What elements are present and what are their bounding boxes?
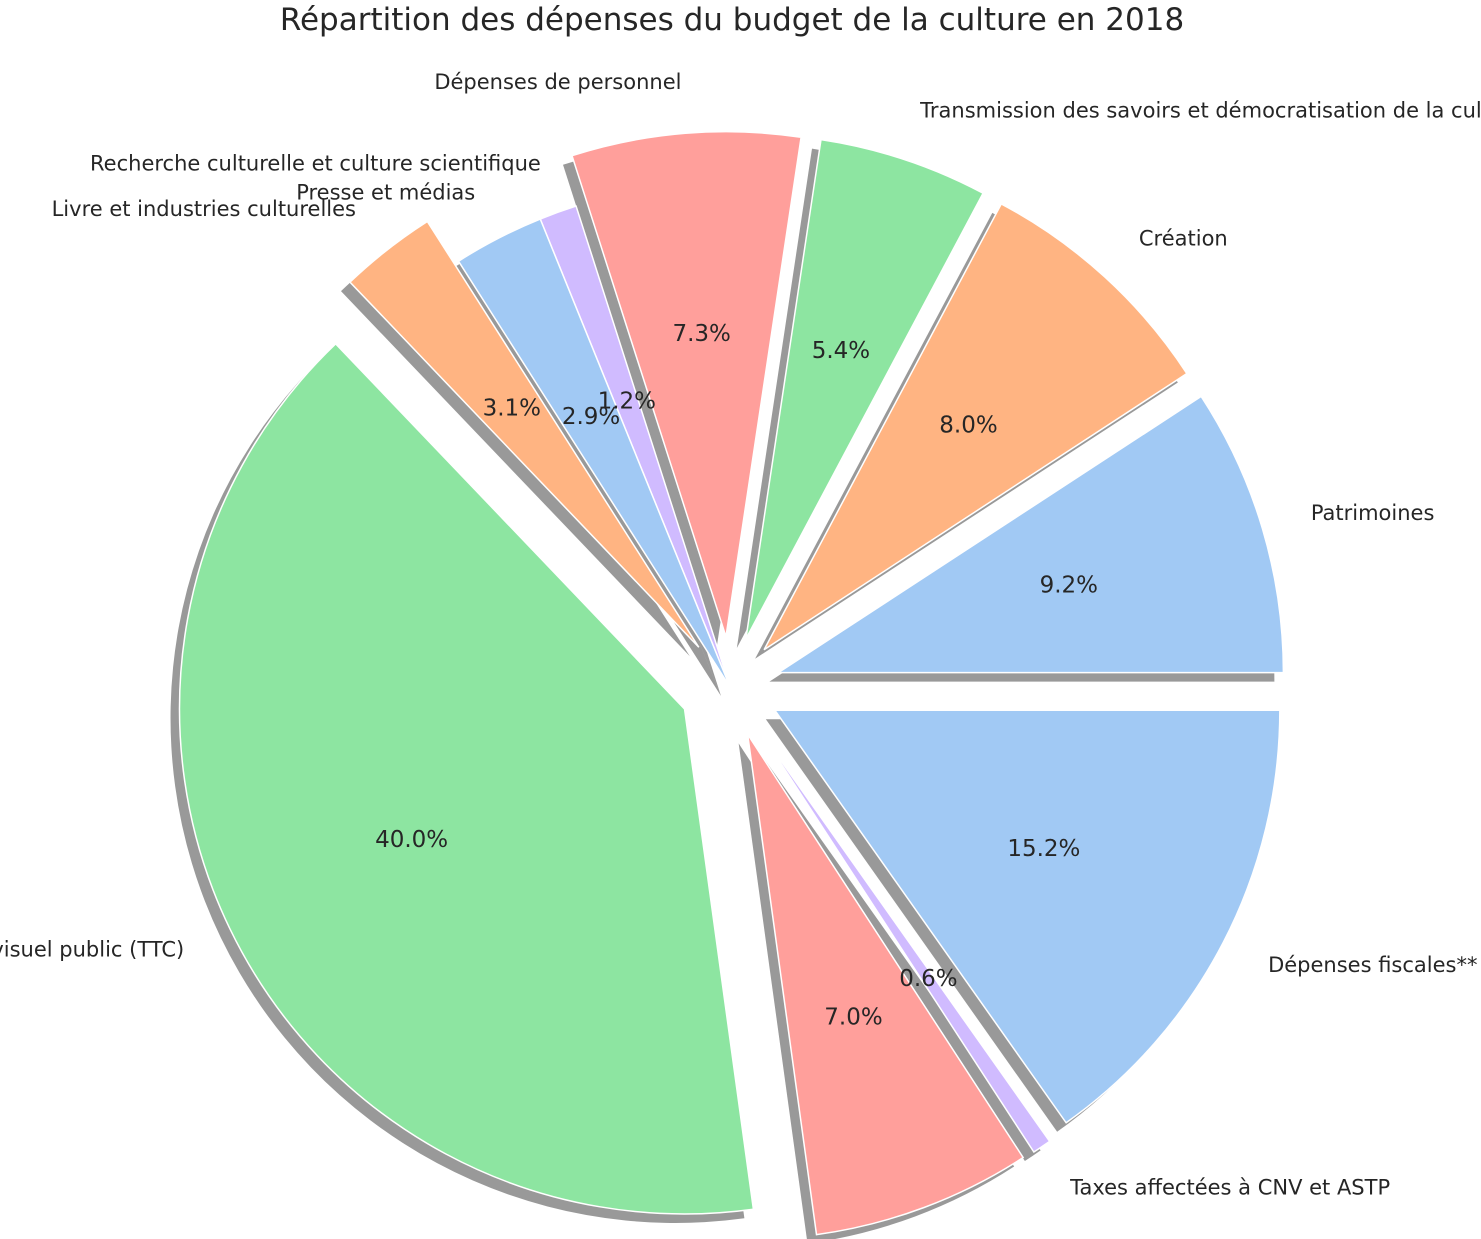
pct-label-depenses-de-personnel: 7.3% bbox=[672, 321, 730, 347]
chart-title: Répartition des dépenses du budget de la… bbox=[280, 2, 1184, 38]
slice-transmission-des-savoirs-et-democratisation-de-la-culture bbox=[745, 138, 985, 640]
pct-label-audiovisuel-public-ttc: 40.0% bbox=[375, 827, 448, 853]
slice-depenses-de-personnel bbox=[571, 130, 802, 637]
category-labels: Patrimoines Création Transmission des savo… bbox=[0, 70, 1481, 1200]
pct-label-taxes-affectees-au-cnc: 7.0% bbox=[824, 1005, 882, 1031]
slice-livre-et-industries-culturelles bbox=[348, 220, 700, 648]
label-audiovisuel-public-ttc: Audiovisuel public (TTC) bbox=[0, 937, 184, 961]
percent-labels: 9.2% 8.0% 5.4% 7.3% 1.2%2.9% 3.1% 40.0% 7.0% 0.6… bbox=[375, 321, 1098, 1031]
slice-taxes-affectees-au-cnc bbox=[746, 733, 1025, 1236]
pct-label-presse-et-medias: 2.9% bbox=[562, 404, 620, 430]
label-depenses-fiscales: Dépenses fiscales** bbox=[1268, 953, 1477, 977]
pct-label-taxes-affectees-a-cnv-et-astp: 0.6% bbox=[899, 966, 957, 992]
slice-depenses-fiscales bbox=[773, 709, 1281, 1124]
pct-label-creation: 8.0% bbox=[939, 413, 997, 439]
pct-label-livre-et-industries-culturelles: 3.1% bbox=[483, 395, 541, 421]
slice-shadow-taxes-affectees-a-cnv-et-astp bbox=[749, 737, 1041, 1162]
pct-label-depenses-fiscales: 15.2% bbox=[1007, 836, 1080, 862]
pct-label-patrimoines: 9.2% bbox=[1040, 573, 1098, 599]
slice-audiovisuel-public-ttc bbox=[178, 342, 755, 1215]
pct-label-recherche-culturelle-et-culture-scientifique: 1.2% bbox=[598, 389, 656, 415]
label-taxes-affectees-a-cnv-et-astp: Taxes affectées à CNV et ASTP bbox=[1069, 1176, 1390, 1200]
pie-slices bbox=[178, 130, 1285, 1236]
slice-taxes-affectees-a-cnv-et-astp bbox=[757, 728, 1051, 1154]
label-creation: Création bbox=[1139, 227, 1228, 251]
label-depenses-de-personnel: Dépenses de personnel bbox=[434, 70, 681, 94]
slice-creation bbox=[763, 202, 1188, 651]
label-recherche-culturelle-et-culture-scientifique: Recherche culturelle et culture scientif… bbox=[90, 152, 541, 176]
label-transmission-des-savoirs-et-democratisation-de-la-culture: Transmission des savoirs et démocratisat… bbox=[919, 99, 1481, 123]
slice-presse-et-medias bbox=[457, 218, 731, 688]
label-presse-et-medias: Presse et médias bbox=[296, 180, 475, 204]
label-livre-et-industries-culturelles: Livre et industries culturelles bbox=[52, 197, 356, 221]
label-patrimoines: Patrimoines bbox=[1311, 501, 1435, 525]
pct-label-transmission-des-savoirs-et-democratisation-de-la-culture: 5.4% bbox=[812, 338, 870, 364]
slice-patrimoines bbox=[775, 395, 1285, 674]
